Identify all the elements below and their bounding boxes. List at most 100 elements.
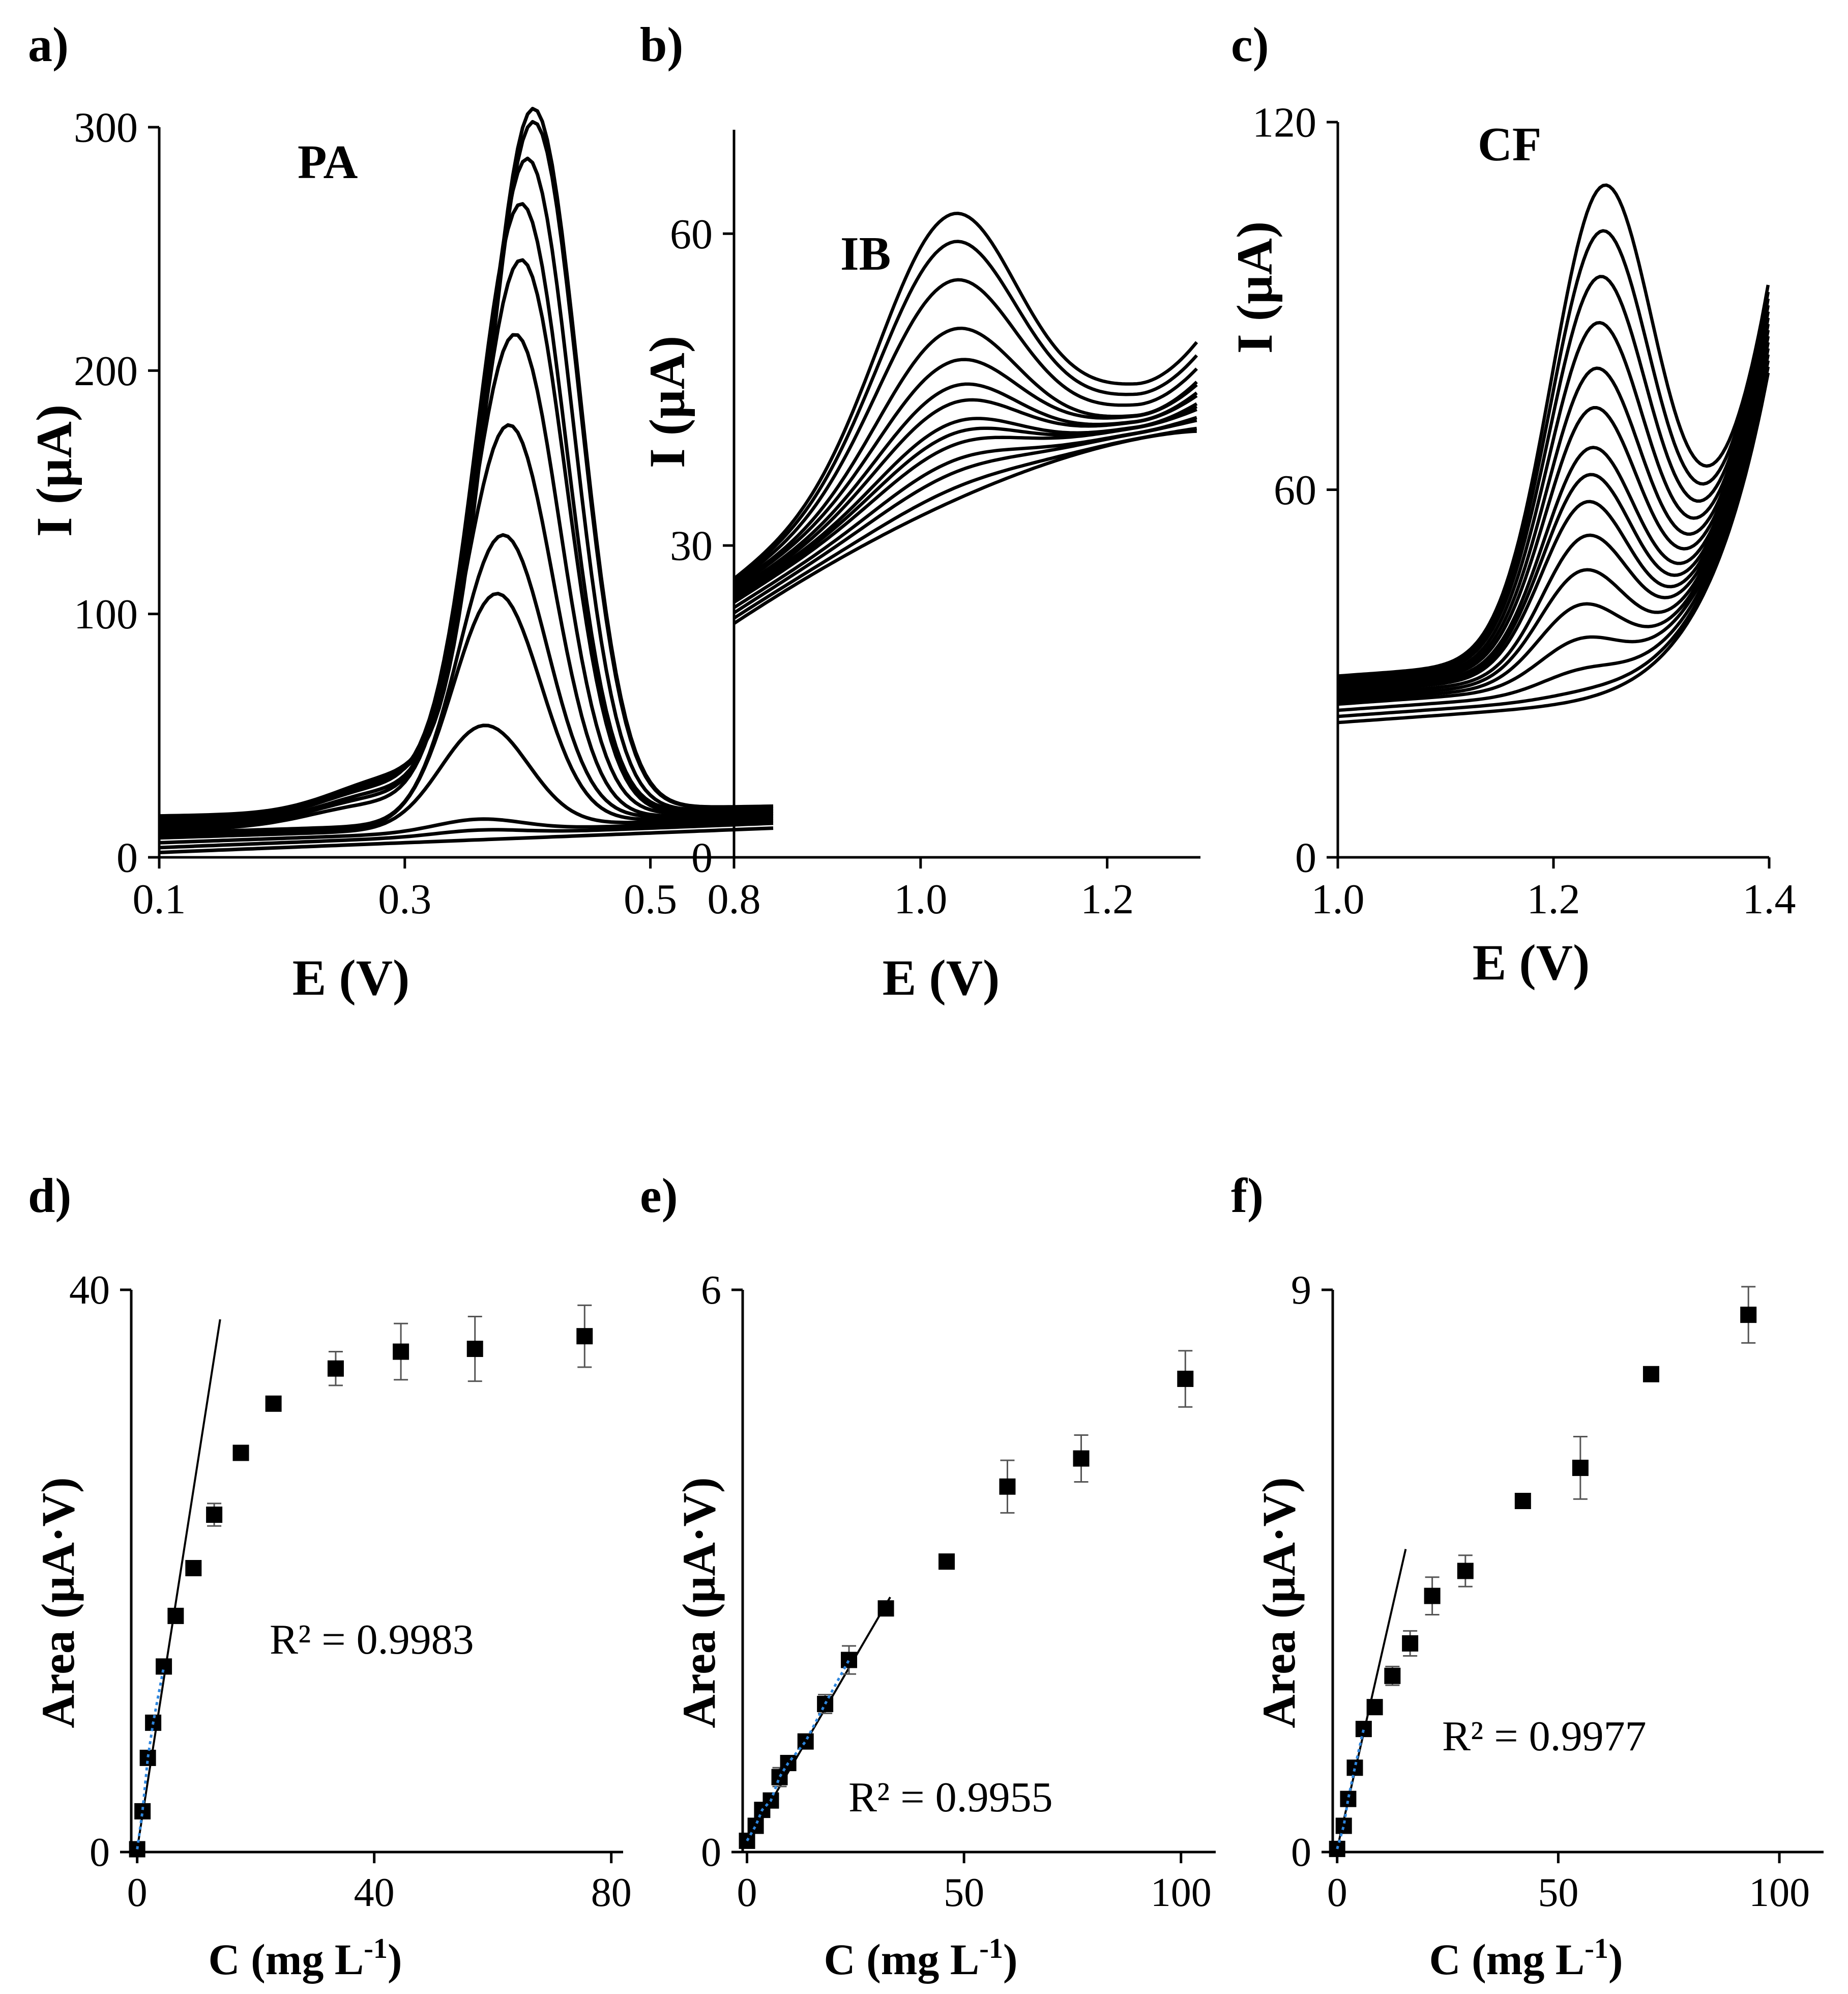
y-axis-label-b: I (µA) — [639, 336, 695, 468]
voltammogram-curve-b — [733, 416, 1197, 609]
r2-label-d: R² = 0.9983 — [270, 1616, 474, 1663]
voltammogram-curve-b — [733, 326, 1198, 587]
data-point-f — [1402, 1635, 1419, 1652]
voltammogram-curve-b — [733, 240, 1198, 583]
data-point-e — [999, 1478, 1016, 1495]
data-point-f — [1642, 1366, 1659, 1382]
y-tick-label-b: 30 — [670, 523, 713, 570]
chart-c: 1.0 1.2 1.4 0 60 120 — [1252, 99, 1796, 923]
linear-range-fit-f — [1336, 1728, 1365, 1849]
data-point-d — [265, 1395, 282, 1412]
data-point-f — [1457, 1563, 1474, 1579]
x-tick-label-a: 0.3 — [378, 876, 431, 923]
chart-e: 0 50 100 0 6 — [701, 1268, 1216, 1915]
voltammogram-curve-c — [1337, 324, 1770, 690]
x-axis-label-c: E (V) — [1473, 934, 1590, 991]
x-tick-label-a: 0.1 — [133, 876, 186, 923]
data-point-f — [1335, 1817, 1352, 1834]
panel-letter-b: b) — [640, 17, 683, 72]
x-tick-label-d: 0 — [127, 1870, 148, 1915]
voltammogram-curve-c — [1337, 366, 1770, 712]
y-tick-label-c: 60 — [1274, 467, 1316, 514]
data-point-d — [466, 1341, 483, 1357]
y-tick-label-a: 200 — [74, 348, 138, 395]
x-tick-label-c: 1.0 — [1311, 876, 1365, 923]
annotation-pa: PA — [298, 136, 358, 189]
data-point-f — [1355, 1721, 1372, 1738]
voltammogram-curve-a — [159, 156, 774, 823]
data-point-f — [1572, 1459, 1589, 1476]
x-tick-label-b: 0.8 — [708, 876, 761, 923]
x-axis-label-a: E (V) — [292, 949, 410, 1006]
data-point-f — [1340, 1790, 1357, 1807]
data-point-f — [1384, 1667, 1401, 1684]
voltammogram-curve-c — [1337, 275, 1770, 682]
x-tick-label-f: 100 — [1749, 1870, 1810, 1915]
voltammogram-curve-a — [159, 724, 774, 840]
voltammogram-curve-c — [1337, 229, 1770, 680]
panel-letter-a: a) — [28, 17, 69, 72]
y-axis-label-a: I (µA) — [26, 404, 82, 537]
voltammogram-curve-c — [1337, 305, 1770, 684]
y-axis-label-c: I (µA) — [1226, 221, 1283, 354]
voltammogram-curve-a — [159, 592, 774, 837]
voltammogram-curve-a — [159, 106, 774, 818]
x-tick-label-e: 0 — [737, 1870, 757, 1915]
x-tick-label-c: 1.4 — [1743, 876, 1796, 923]
data-point-e — [747, 1817, 764, 1834]
chart-f: 0 50 100 0 9 — [1291, 1268, 1824, 1915]
voltammogram-curve-c — [1337, 317, 1770, 688]
data-point-d — [576, 1328, 593, 1345]
data-point-e — [877, 1600, 894, 1617]
linear-range-fit-d — [136, 1666, 165, 1849]
y-axis-label-d: Area (µA·V) — [32, 1477, 84, 1728]
x-tick-label-d: 40 — [354, 1870, 395, 1915]
voltammogram-curve-c — [1337, 348, 1770, 700]
data-point-d — [393, 1343, 409, 1360]
data-point-d — [206, 1507, 223, 1523]
y-tick-label-e: 6 — [701, 1268, 721, 1313]
voltammogram-curve-b — [732, 212, 1198, 580]
x-tick-label-d: 80 — [591, 1870, 632, 1915]
y-axis-label-e: Area (µA·V) — [673, 1477, 725, 1728]
x-tick-label-e: 50 — [944, 1870, 984, 1915]
y-tick-label-d: 0 — [90, 1830, 110, 1875]
y-axis-label-f: Area (µA·V) — [1253, 1477, 1305, 1728]
x-tick-label-f: 50 — [1538, 1870, 1578, 1915]
r2-label-e: R² = 0.9955 — [848, 1774, 1053, 1821]
y-tick-label-f: 9 — [1291, 1268, 1311, 1313]
data-point-d — [167, 1607, 184, 1624]
data-point-f — [1346, 1759, 1363, 1776]
voltammogram-curve-c — [1337, 354, 1770, 703]
voltammogram-curve-c — [1337, 330, 1770, 692]
data-point-d — [134, 1803, 151, 1819]
x-tick-label-a: 0.5 — [624, 876, 677, 923]
data-point-e — [938, 1553, 955, 1570]
y-tick-label-a: 300 — [74, 104, 138, 152]
data-point-d — [327, 1360, 344, 1377]
voltammogram-curve-c — [1337, 183, 1770, 678]
data-point-e — [1177, 1370, 1194, 1387]
x-tick-label-f: 0 — [1327, 1870, 1347, 1915]
y-tick-label-a: 0 — [116, 834, 138, 882]
panel-letter-f: f) — [1231, 1168, 1264, 1223]
voltammogram-curve-b — [733, 278, 1198, 585]
data-point-d — [185, 1559, 202, 1576]
y-tick-label-e: 0 — [701, 1830, 721, 1875]
voltammogram-curve-b — [733, 426, 1197, 620]
voltammogram-curve-b — [733, 402, 1198, 598]
data-point-f — [1424, 1587, 1441, 1604]
y-tick-label-b: 0 — [691, 834, 713, 882]
voltammogram-curve-a — [159, 826, 774, 854]
y-tick-label-f: 0 — [1291, 1830, 1311, 1875]
data-point-e — [841, 1652, 858, 1668]
voltammogram-curve-c — [1337, 372, 1770, 725]
voltammogram-curve-b — [733, 382, 1198, 593]
panel-letter-d: d) — [28, 1168, 71, 1223]
voltammogram-curve-c — [1337, 360, 1770, 706]
panel-letter-e: e) — [640, 1168, 678, 1223]
x-tick-label-b: 1.2 — [1080, 876, 1134, 923]
panel-letter-c: c) — [1231, 17, 1269, 72]
